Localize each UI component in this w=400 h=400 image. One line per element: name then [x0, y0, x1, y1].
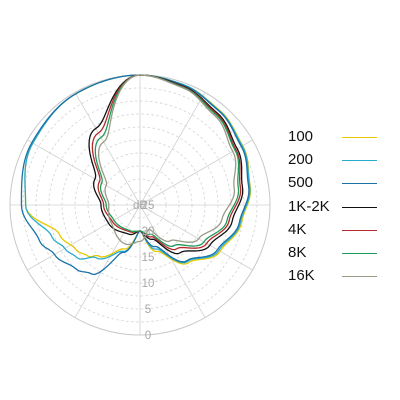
polar-grid: [9, 74, 271, 336]
legend-item: 16K: [288, 267, 388, 290]
legend-swatch: [342, 183, 377, 185]
series-line-500: [20, 74, 250, 276]
series-line-16k: [97, 74, 237, 246]
radial-tick-label: 10: [142, 278, 155, 290]
grid-spoke: [27, 139, 141, 206]
legend-label: 1K-2K: [288, 197, 330, 215]
grid-spoke: [27, 204, 141, 271]
series-line-8k: [94, 74, 240, 248]
legend-swatch: [342, 137, 377, 138]
grid-spoke: [74, 204, 141, 318]
legend-item: 8K: [288, 244, 388, 267]
legend-swatch: [342, 229, 377, 231]
legend-label: 16K: [288, 267, 315, 285]
legend-label: 4K: [288, 220, 307, 238]
legend-label: 100: [288, 128, 314, 145]
legend-item: 500: [288, 174, 388, 197]
legend-swatch: [342, 160, 377, 162]
radial-tick-label: 15: [142, 252, 155, 264]
legend-label: 200: [288, 151, 314, 169]
legend-item: 100: [288, 128, 388, 151]
grid-spoke: [139, 204, 253, 271]
legend-item: 200: [288, 151, 388, 174]
legend-item: 4K: [288, 221, 388, 244]
legend-item: 1K-2K: [288, 198, 388, 221]
legend-label: 500: [288, 174, 314, 192]
polar-curves: [20, 74, 252, 276]
radial-tick-label: 20: [142, 226, 155, 238]
radial-tick-label: 0: [145, 330, 151, 342]
radial-tick-label: 5: [145, 304, 151, 316]
grid-spoke: [139, 92, 206, 206]
legend-swatch: [342, 206, 377, 208]
unit-label: dB: [133, 200, 147, 212]
grid-spoke: [139, 204, 206, 318]
radial-tick-label: 25: [142, 200, 155, 212]
legend-label: 8K: [288, 243, 307, 261]
grid-spoke: [139, 139, 253, 206]
legend: 100 200 500 1K-2K 4K 8K 16K: [288, 128, 388, 290]
legend-swatch: [342, 276, 377, 278]
grid-spoke: [74, 92, 141, 206]
legend-swatch: [342, 252, 377, 254]
